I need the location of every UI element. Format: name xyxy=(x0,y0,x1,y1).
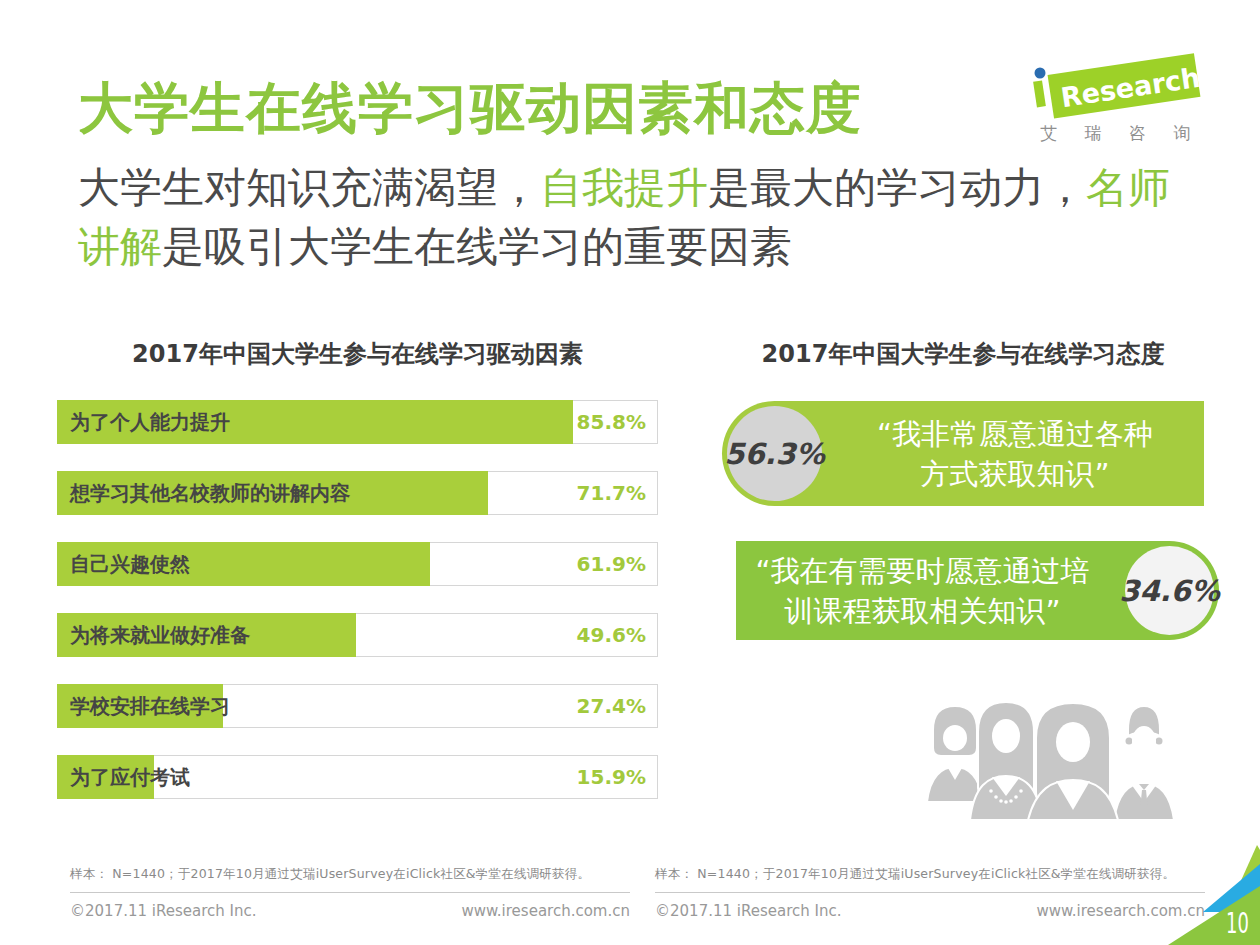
bar-label: 为了个人能力提升 xyxy=(70,401,230,445)
subtitle-segment: 讲解 xyxy=(78,222,162,271)
report-page: 大学生在线学习驱动因素和态度 大学生对知识充满渴望，自我提升是最大的学习动力，名… xyxy=(0,0,1260,945)
bar-value: 27.4% xyxy=(577,685,646,729)
page-title: 大学生在线学习驱动因素和态度 xyxy=(78,72,862,146)
bar-row: 为了个人能力提升 85.8% xyxy=(57,400,658,444)
subtitle-segment: 大学生对知识充满渴望， xyxy=(78,163,540,212)
bar-value: 71.7% xyxy=(577,472,646,516)
subtitle-segment: 自我提升 xyxy=(540,163,708,212)
footer-divider-left xyxy=(70,892,630,893)
bar-label: 为了应付考试 xyxy=(70,756,190,800)
bar-value: 15.9% xyxy=(577,756,646,800)
page-number: 10 xyxy=(1226,906,1249,940)
attitude-card-1: 56.3% “我非常愿意通过各种 方式获取知识” xyxy=(722,401,1204,506)
bar-label: 为将来就业做好准备 xyxy=(70,614,250,658)
copyright-right: ©2017.11 iResearch Inc. xyxy=(655,902,841,920)
bar-label: 自己兴趣使然 xyxy=(70,543,190,587)
footer-divider-right xyxy=(655,892,1205,893)
bar-value: 85.8% xyxy=(577,401,646,445)
attitude-1-percentage: 56.3% xyxy=(727,406,822,501)
subtitle-segment: 是最大的学习动力， xyxy=(708,163,1086,212)
bar-label: 想学习其他名校教师的讲解内容 xyxy=(70,472,350,516)
bar-value: 49.6% xyxy=(577,614,646,658)
footer-left: 样本： N=1440；于2017年10月通过艾瑞iUserSurvey在iCli… xyxy=(70,866,630,920)
attitude-2-quote-line1: “我在有需要时愿意通过培 xyxy=(736,551,1109,591)
website-link-left[interactable]: www.iresearch.com.cn xyxy=(461,902,630,920)
attitude-1-quote-line1: “我非常愿意通过各种 xyxy=(826,414,1204,454)
bar-label: 学校安排在线学习 xyxy=(70,685,230,729)
bar-value: 61.9% xyxy=(577,543,646,587)
people-icon xyxy=(900,690,1190,820)
attitude-2-quote-line2: 训课程获取相关知识” xyxy=(736,591,1109,631)
logo-i-stem xyxy=(1033,80,1046,107)
logo-chinese-name: 艾 瑞 咨 询 xyxy=(1040,122,1201,145)
bar-row: 为了应付考试 15.9% xyxy=(57,755,658,799)
attitude-2-percentage: 34.6% xyxy=(1125,546,1214,635)
copyright-left: ©2017.11 iResearch Inc. xyxy=(70,902,256,920)
logo-i-dot xyxy=(1035,68,1046,79)
bar-row: 自己兴趣使然 61.9% xyxy=(57,542,658,586)
bar-row: 为将来就业做好准备 49.6% xyxy=(57,613,658,657)
attitude-1-quote: “我非常愿意通过各种 方式获取知识” xyxy=(826,401,1204,506)
subtitle-segment: 名师 xyxy=(1086,163,1170,212)
footer-right: 样本： N=1440；于2017年10月通过艾瑞iUserSurvey在iCli… xyxy=(655,866,1205,920)
page-subtitle: 大学生对知识充满渴望，自我提升是最大的学习动力，名师讲解是吸引大学生在线学习的重… xyxy=(78,158,1170,276)
drivers-chart-title: 2017年中国大学生参与在线学习驱动因素 xyxy=(57,338,658,370)
drivers-bar-chart: 为了个人能力提升 85.8% 想学习其他名校教师的讲解内容 71.7% 自己兴趣使然 61… xyxy=(57,400,658,826)
subtitle-segment: 是吸引大学生在线学习的重要因素 xyxy=(162,222,792,271)
sample-note-left: 样本： N=1440；于2017年10月通过艾瑞iUserSurvey在iCli… xyxy=(70,866,630,883)
attitude-1-quote-line2: 方式获取知识” xyxy=(826,454,1204,494)
attitude-2-quote: “我在有需要时愿意通过培 训课程获取相关知识” xyxy=(736,541,1109,640)
bar-row: 学校安排在线学习 27.4% xyxy=(57,684,658,728)
attitude-card-2: “我在有需要时愿意通过培 训课程获取相关知识” 34.6% xyxy=(736,541,1219,640)
iresearch-logo: Research 艾 瑞 咨 询 xyxy=(1018,52,1230,162)
attitude-chart-title: 2017年中国大学生参与在线学习态度 xyxy=(722,338,1204,370)
bar-row: 想学习其他名校教师的讲解内容 71.7% xyxy=(57,471,658,515)
sample-note-right: 样本： N=1440；于2017年10月通过艾瑞iUserSurvey在iCli… xyxy=(655,866,1205,883)
